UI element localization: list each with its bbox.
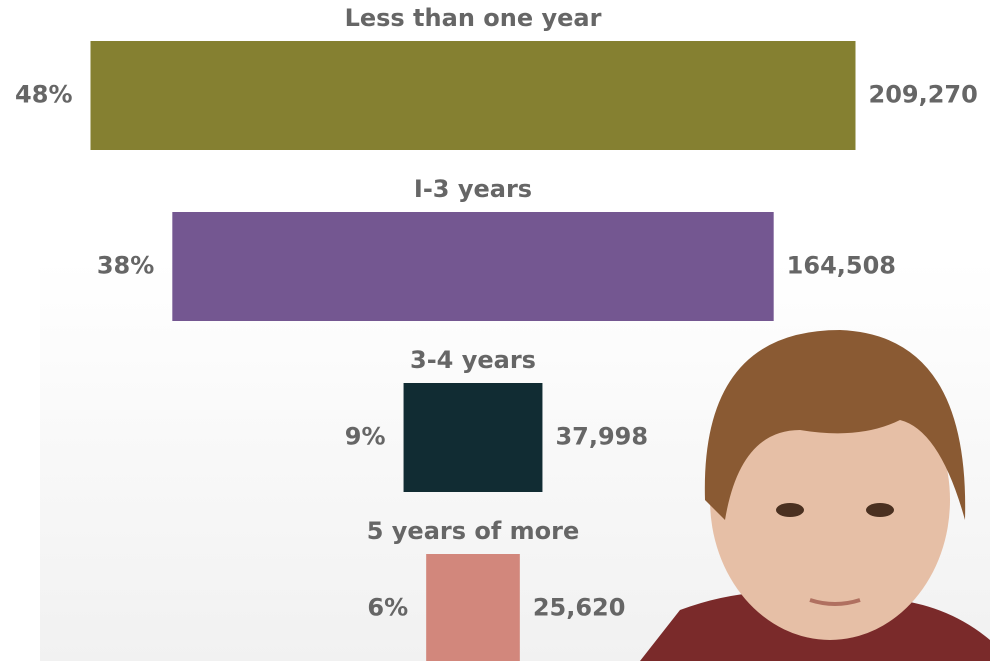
value-label: 164,508 [787, 252, 896, 280]
category-label: 3-4 years [410, 346, 536, 374]
bar [426, 554, 520, 661]
photo-boy [640, 330, 990, 661]
share-label: 9% [345, 423, 386, 451]
share-label: 48% [15, 81, 72, 109]
share-label: 38% [97, 252, 154, 280]
bar [172, 212, 774, 321]
category-label: 5 years of more [367, 517, 580, 545]
bar [403, 383, 543, 492]
category-label: I-3 years [414, 175, 532, 203]
value-label: 25,620 [533, 594, 626, 622]
bar [90, 41, 856, 150]
value-label: 209,270 [869, 81, 978, 109]
share-label: 6% [367, 594, 408, 622]
value-label: 37,998 [555, 423, 648, 451]
category-label: Less than one year [345, 4, 602, 32]
